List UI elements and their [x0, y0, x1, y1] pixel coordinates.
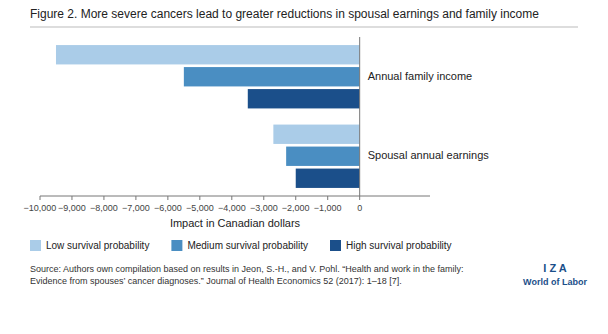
- x-tick: [71, 196, 72, 200]
- x-axis-label: Impact in Canadian dollars: [170, 217, 301, 229]
- x-tick-label: −8,000: [90, 203, 118, 213]
- zero-line: [359, 37, 360, 196]
- x-tick-label: −1,000: [314, 203, 342, 213]
- x-tick: [167, 196, 168, 200]
- x-tick-label: 0: [357, 203, 362, 213]
- x-tick-label: −6,000: [154, 203, 182, 213]
- legend-label: Medium survival probability: [187, 240, 308, 251]
- x-tick: [295, 196, 296, 200]
- legend-label: High survival probability: [346, 240, 452, 251]
- legend-item: Low survival probability: [30, 240, 149, 251]
- category-label: Spousal annual earnings: [368, 149, 490, 161]
- legend-item: Medium survival probability: [171, 240, 308, 251]
- x-tick: [103, 196, 104, 200]
- title-rule: [30, 27, 578, 28]
- legend-swatch: [171, 240, 182, 251]
- bars: [56, 45, 360, 188]
- x-tick: [231, 196, 232, 200]
- bar: [56, 45, 360, 64]
- bar: [273, 125, 359, 144]
- source-note: Source: Authors own compilation based on…: [30, 264, 463, 286]
- text-line: Figure 2. More severe cancers lead to gr…: [30, 7, 539, 21]
- bar: [184, 67, 360, 86]
- legend-label: Low survival probability: [46, 240, 149, 251]
- title: Figure 2. More severe cancers lead to gr…: [30, 7, 539, 21]
- x-tick: [263, 196, 264, 200]
- legend-item: High survival probability: [330, 240, 452, 251]
- x-tick: [199, 196, 200, 200]
- legend-swatch: [330, 240, 341, 251]
- x-tick: [135, 196, 136, 200]
- logo-text: I Z A: [543, 262, 566, 274]
- text-line: Evidence from spouses’ cancer diagnoses.…: [30, 276, 402, 286]
- bar: [286, 147, 360, 166]
- x-tick: [359, 196, 360, 200]
- bar: [296, 169, 360, 188]
- x-tick-label: −7,000: [122, 203, 150, 213]
- x-tick-label: −5,000: [186, 203, 214, 213]
- text-line: Source: Authors own compilation based on…: [30, 264, 463, 274]
- x-tick: [327, 196, 328, 200]
- legend-swatch: [30, 240, 41, 251]
- category-label: Annual family income: [368, 70, 473, 82]
- x-axis-line: [40, 196, 430, 197]
- x-tick-label: −10,000: [24, 203, 57, 213]
- x-tick-label: −4,000: [218, 203, 246, 213]
- x-tick: [40, 196, 41, 200]
- x-tick-label: −9,000: [58, 203, 86, 213]
- x-tick-label: −2,000: [282, 203, 310, 213]
- logo-subtext: World of Labor: [523, 277, 587, 287]
- bar: [248, 89, 360, 108]
- x-tick-label: −3,000: [250, 203, 278, 213]
